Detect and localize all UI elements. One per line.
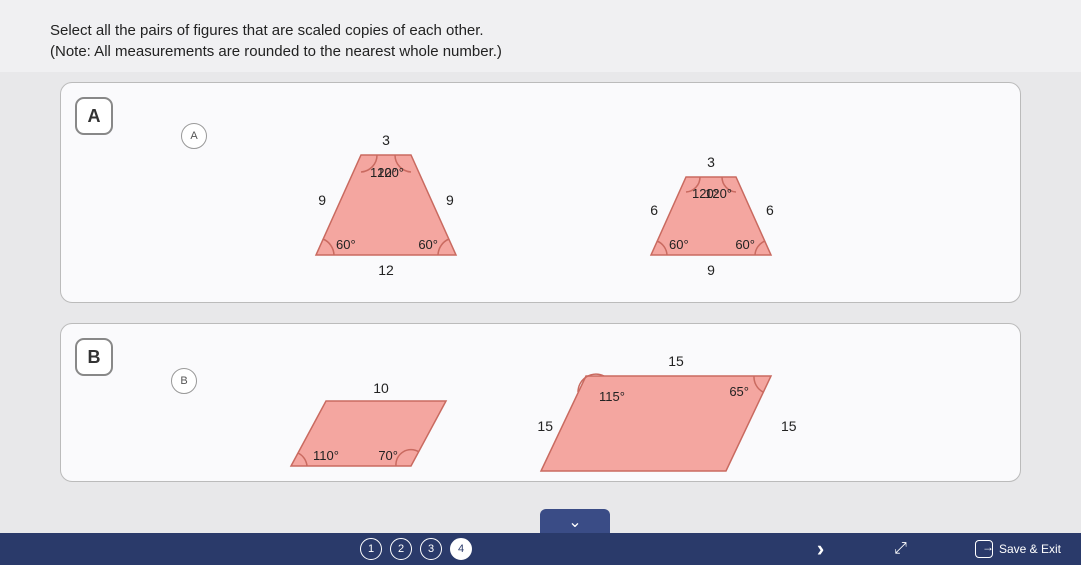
label-left2: 6 — [650, 202, 658, 218]
bar-right: › ⤢ Save & Exit — [817, 536, 1061, 562]
label-bottom: 12 — [378, 262, 394, 278]
angle-p1-bl: 110° — [313, 448, 339, 463]
parallelogram-small: 10 110° 70° — [271, 346, 471, 481]
label-top2: 3 — [707, 154, 715, 170]
chevron-down-icon: ⌄ — [568, 512, 581, 532]
parallelogram-large-svg: 15 15 15 115° 65° — [531, 346, 811, 476]
page-circles: 1 2 3 4 — [360, 538, 472, 560]
page-3[interactable]: 3 — [420, 538, 442, 560]
page-4[interactable]: 4 — [450, 538, 472, 560]
next-arrow-icon[interactable]: › — [817, 536, 824, 562]
exit-icon — [975, 540, 993, 558]
save-exit-label: Save & Exit — [999, 542, 1061, 556]
label-p2-left: 15 — [537, 418, 553, 434]
answer-option-a[interactable]: A A 3 9 9 12 120° — [60, 82, 1021, 303]
angle-bl2: 60° — [669, 237, 689, 252]
page-2[interactable]: 2 — [390, 538, 412, 560]
label-p1-top: 10 — [373, 380, 389, 396]
collapse-chip[interactable]: ⌄ — [540, 509, 610, 535]
label-right: 9 — [446, 192, 454, 208]
trapezoid-small: 3 6 6 9 120° 120° 60° 60° — [616, 105, 806, 290]
angle-p2-tr: 65° — [729, 384, 749, 399]
answer-option-b[interactable]: B B 10 110° 70° 15 — [60, 323, 1021, 482]
angle-bl: 60° — [336, 237, 356, 252]
shapes-row-b: 10 110° 70° 15 15 15 115° 65° — [79, 336, 1002, 481]
label-p2-top: 15 — [668, 353, 684, 369]
trapezoid-large: 3 9 9 12 120° 120° 60° 60° — [276, 105, 496, 290]
parallelogram-large: 15 15 15 115° 65° — [531, 346, 811, 481]
angle-p2-tl: 115° — [599, 389, 625, 404]
option-badge-a: A — [181, 123, 207, 149]
label-p2-right: 15 — [781, 418, 797, 434]
shapes-row-a: 3 9 9 12 120° 120° 60° 60° — [79, 95, 1002, 290]
label-right2: 6 — [766, 202, 774, 218]
option-letter-b: B — [75, 338, 113, 376]
angle-tr2: 120° — [705, 186, 732, 201]
option-badge-b: B — [171, 368, 197, 394]
label-top: 3 — [382, 132, 390, 148]
bottom-nav-bar: 1 2 3 4 › ⤢ Save & Exit — [0, 533, 1081, 565]
answer-panels: A A 3 9 9 12 120° — [0, 72, 1081, 512]
question-bold: Select all the pairs of figures that are… — [50, 20, 1031, 41]
parallelogram-small-svg: 10 110° 70° — [271, 346, 471, 476]
question-line1: Select all the pairs of figures that are… — [50, 20, 1031, 62]
question-note: (Note: All measurements are rounded to t… — [50, 43, 502, 60]
angle-br: 60° — [418, 237, 438, 252]
label-bottom2: 9 — [707, 262, 715, 278]
angle-tr: 120° — [377, 165, 404, 180]
trapezoid-small-svg: 3 6 6 9 120° 120° 60° 60° — [616, 105, 806, 285]
label-left: 9 — [318, 192, 326, 208]
save-exit-button[interactable]: Save & Exit — [975, 540, 1061, 558]
option-letter-a: A — [75, 97, 113, 135]
page-1[interactable]: 1 — [360, 538, 382, 560]
angle-br2: 60° — [735, 237, 755, 252]
trapezoid-large-svg: 3 9 9 12 120° 120° 60° 60° — [276, 105, 496, 285]
angle-p1-br: 70° — [378, 448, 398, 463]
fullscreen-icon[interactable]: ⤢ — [894, 543, 905, 554]
question-area: Select all the pairs of figures that are… — [0, 0, 1081, 72]
